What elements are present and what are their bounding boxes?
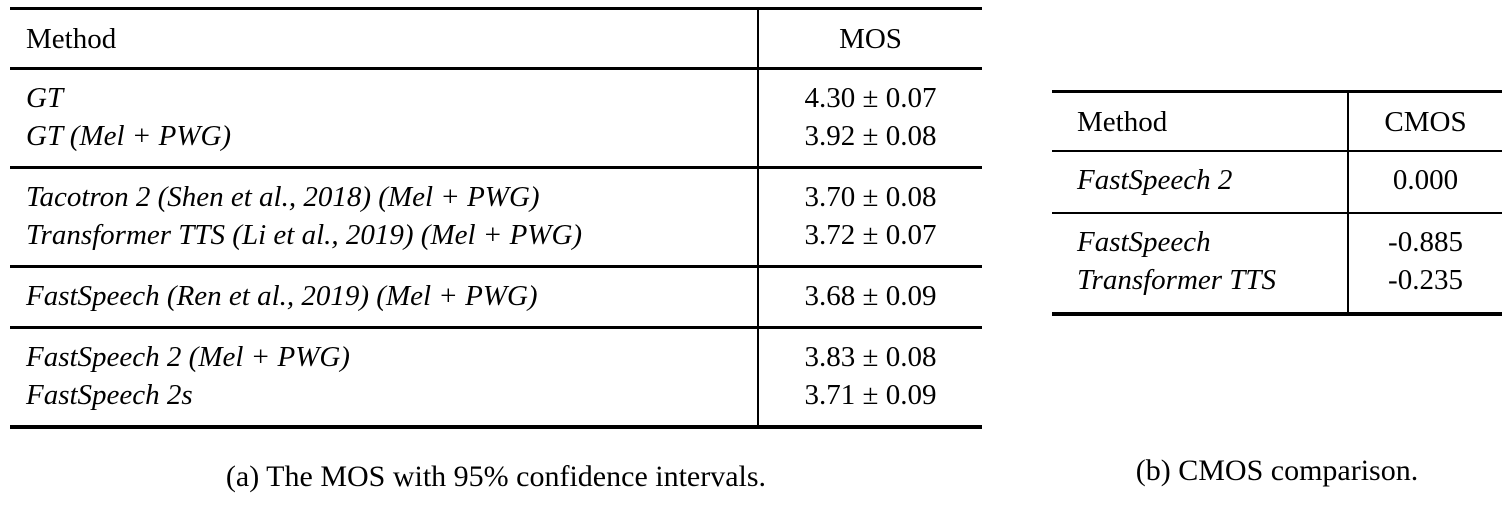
method-cell: Transformer TTS (Li et al., 2019) (Mel +… (26, 219, 583, 251)
cmos-value-cell: -0.235 (1347, 261, 1502, 314)
table-row: GT (Mel + PWG) 3.92 ± 0.08 (10, 117, 982, 168)
method-cell: Tacotron 2 (Shen et al., 2018) (Mel + PW… (26, 181, 540, 213)
table-row: FastSpeech -0.885 (1052, 213, 1502, 261)
method-cell: Transformer TTS (1077, 264, 1277, 296)
mos-value-cell: 3.92 ± 0.08 (757, 117, 982, 168)
mos-value-cell: 3.68 ± 0.09 (757, 266, 982, 328)
mos-value-cell: 3.71 ± 0.09 (757, 376, 982, 427)
table-header-row: Method CMOS (1052, 91, 1502, 152)
table-row: FastSpeech 2 0.000 (1052, 151, 1502, 213)
table-row: Tacotron 2 (Shen et al., 2018) (Mel + PW… (10, 167, 982, 216)
mos-table-header: Method MOS (10, 8, 982, 70)
method-column-header: Method (10, 8, 758, 70)
table-row: Transformer TTS (Li et al., 2019) (Mel +… (10, 216, 982, 267)
mos-value-cell: 4.30 ± 0.07 (757, 68, 982, 117)
caption-b: (b) CMOS comparison. (1135, 454, 1419, 487)
cmos-value-cell: -0.885 (1347, 213, 1502, 261)
mos-table: Method MOS GT 4.30 ± 0.07 GT (Mel + PWG)… (10, 7, 982, 429)
table-row: FastSpeech (Ren et al., 2019) (Mel + PWG… (10, 266, 982, 328)
cmos-value-cell: 0.000 (1347, 151, 1502, 213)
mos-group-fastspeech: FastSpeech (Ren et al., 2019) (Mel + PWG… (10, 266, 982, 328)
cmos-group-comparisons: FastSpeech -0.885 Transformer TTS -0.235 (1052, 213, 1502, 314)
table-row: GT 4.30 ± 0.07 (10, 68, 982, 117)
method-cell: FastSpeech (1077, 226, 1211, 258)
table-row: FastSpeech 2s 3.71 ± 0.09 (10, 376, 982, 427)
mos-group-gt: GT 4.30 ± 0.07 GT (Mel + PWG) 3.92 ± 0.0… (10, 68, 982, 168)
mos-column-header: MOS (757, 8, 982, 70)
method-cell: GT (26, 82, 64, 114)
method-cell: GT (Mel + PWG) (26, 120, 232, 152)
table-header-row: Method MOS (10, 8, 982, 70)
table-row: FastSpeech 2 (Mel + PWG) 3.83 ± 0.08 (10, 327, 982, 376)
cmos-table-header: Method CMOS (1052, 91, 1502, 152)
mos-value-cell: 3.72 ± 0.07 (757, 216, 982, 267)
method-cell: FastSpeech (Ren et al., 2019) (Mel + PWG… (26, 280, 538, 312)
method-cell: FastSpeech 2 (1077, 164, 1233, 196)
mos-group-fastspeech2: FastSpeech 2 (Mel + PWG) 3.83 ± 0.08 Fas… (10, 327, 982, 427)
caption-a: (a) The MOS with 95% confidence interval… (225, 460, 767, 493)
cmos-group-reference: FastSpeech 2 0.000 (1052, 151, 1502, 213)
method-cell: FastSpeech 2 (Mel + PWG) (26, 341, 350, 373)
method-cell: FastSpeech 2s (26, 379, 193, 411)
mos-value-cell: 3.70 ± 0.08 (757, 167, 982, 216)
cmos-table: Method CMOS FastSpeech 2 0.000 FastSpeec… (1052, 90, 1502, 316)
mos-value-cell: 3.83 ± 0.08 (757, 327, 982, 376)
mos-group-baselines: Tacotron 2 (Shen et al., 2018) (Mel + PW… (10, 167, 982, 267)
table-row: Transformer TTS -0.235 (1052, 261, 1502, 314)
cmos-column-header: CMOS (1347, 91, 1502, 152)
method-column-header: Method (1052, 91, 1348, 152)
